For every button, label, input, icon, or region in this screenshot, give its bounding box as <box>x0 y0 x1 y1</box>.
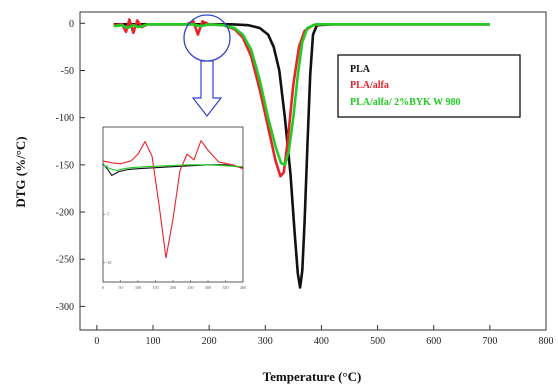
legend: PLA PLA/alfa PLA/alfa/ 2%BYK W 980 <box>337 54 521 118</box>
legend-entry-pla: PLA <box>350 64 371 75</box>
x-tick-label: 800 <box>539 336 554 347</box>
inset-x-tick-label: 100 <box>135 285 141 290</box>
series-line-2 <box>113 23 490 167</box>
inset-x-tick-label: 350 <box>223 285 229 290</box>
inset-y-tick-label: 0 <box>106 163 108 168</box>
legend-box <box>337 54 521 118</box>
x-tick-label: 500 <box>370 336 385 347</box>
inset-x-tick-label: 150 <box>153 285 159 290</box>
inset-zoom-panel: 0 50 100 150 200 250 300 350 400 0 -5 -10 <box>102 126 246 290</box>
x-axis-title: Temperature (°C) <box>263 369 362 384</box>
inset-x-tick-label: 250 <box>188 285 194 290</box>
x-tick-label: 0 <box>94 336 99 347</box>
inset-x-tick-label: 300 <box>205 285 211 290</box>
inset-ticks: 0 50 100 150 200 250 300 350 400 0 -5 -10 <box>102 163 246 290</box>
plot-frame <box>79 11 547 331</box>
inset-frame <box>102 126 244 283</box>
zoom-circle <box>183 14 231 62</box>
inset-x-tick-label: 200 <box>170 285 176 290</box>
main-series-lines <box>113 18 490 289</box>
inset-x-tick-label: 400 <box>240 285 246 290</box>
x-tick-label: 400 <box>314 336 329 347</box>
y-axis-title: DTG (%/°C) <box>13 136 28 207</box>
x-tick-label: 300 <box>258 336 273 347</box>
y-tick-label: -100 <box>56 113 74 124</box>
x-tick-label: 200 <box>202 336 217 347</box>
y-axis-ticks: 0 -50 -100 -150 -200 -250 -300 <box>56 19 85 313</box>
zoom-arrow-icon <box>191 60 223 117</box>
legend-entry-pla-alfa-byk: PLA/alfa/ 2%BYK W 980 <box>350 97 460 108</box>
x-tick-label: 700 <box>482 336 497 347</box>
y-tick-label: -250 <box>56 255 74 266</box>
inset-x-tick-label: 0 <box>102 285 104 290</box>
y-tick-label: -300 <box>56 302 74 313</box>
inset-y-tick-label: -10 <box>106 260 111 265</box>
inset-y-tick-label: -5 <box>106 212 109 217</box>
legend-entry-pla-alfa: PLA/alfa <box>350 80 389 91</box>
x-tick-label: 100 <box>145 336 160 347</box>
y-tick-label: 0 <box>69 19 74 30</box>
y-tick-label: -50 <box>61 66 74 77</box>
inset-series-line-1 <box>102 140 244 259</box>
y-tick-label: -150 <box>56 160 74 171</box>
x-tick-label: 600 <box>426 336 441 347</box>
x-axis-ticks: 0 100 200 300 400 500 600 700 800 <box>94 325 554 347</box>
series-line-1 <box>113 18 490 178</box>
inset-x-tick-label: 50 <box>119 285 123 290</box>
inset-series-line-2 <box>102 164 244 172</box>
y-tick-label: -200 <box>56 208 74 219</box>
inset-lines <box>102 140 244 259</box>
